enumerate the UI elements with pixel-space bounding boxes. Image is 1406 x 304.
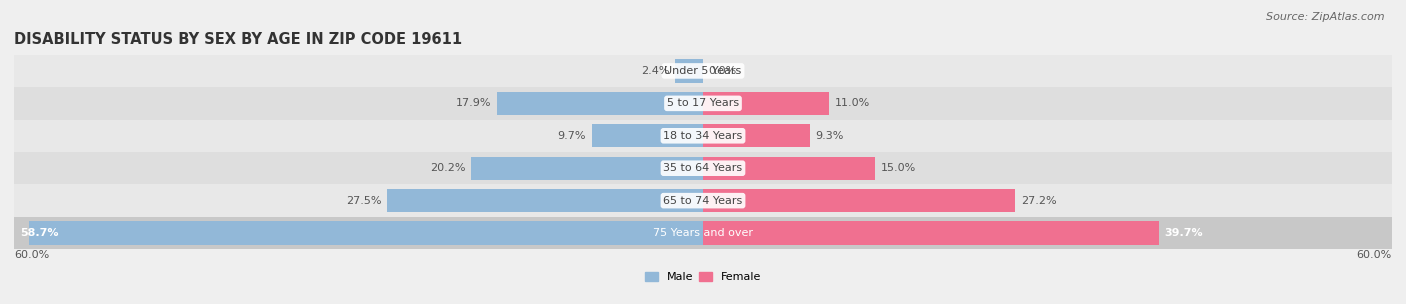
Bar xyxy=(14,152,1392,185)
Text: 11.0%: 11.0% xyxy=(835,98,870,108)
Bar xyxy=(703,92,830,115)
Bar xyxy=(498,92,703,115)
Text: 60.0%: 60.0% xyxy=(14,250,49,260)
Bar xyxy=(14,55,1392,87)
Text: 65 to 74 Years: 65 to 74 Years xyxy=(664,196,742,206)
Text: 9.3%: 9.3% xyxy=(815,131,844,141)
Bar xyxy=(14,185,1392,217)
Text: 9.7%: 9.7% xyxy=(557,131,586,141)
Bar xyxy=(14,217,1392,249)
Bar xyxy=(703,221,1159,245)
Text: 27.5%: 27.5% xyxy=(346,196,381,206)
Bar xyxy=(14,119,1392,152)
Text: 35 to 64 Years: 35 to 64 Years xyxy=(664,163,742,173)
Bar xyxy=(592,124,703,147)
Text: Source: ZipAtlas.com: Source: ZipAtlas.com xyxy=(1267,12,1385,22)
Bar xyxy=(703,157,875,180)
Text: 39.7%: 39.7% xyxy=(1164,228,1204,238)
Bar xyxy=(30,221,703,245)
Text: 20.2%: 20.2% xyxy=(430,163,465,173)
Legend: Male, Female: Male, Female xyxy=(640,267,766,287)
Bar xyxy=(387,189,703,212)
Text: Under 5 Years: Under 5 Years xyxy=(665,66,741,76)
Text: 75 Years and over: 75 Years and over xyxy=(652,228,754,238)
Bar xyxy=(675,59,703,83)
Text: 5 to 17 Years: 5 to 17 Years xyxy=(666,98,740,108)
Text: 58.7%: 58.7% xyxy=(20,228,58,238)
Text: DISABILITY STATUS BY SEX BY AGE IN ZIP CODE 19611: DISABILITY STATUS BY SEX BY AGE IN ZIP C… xyxy=(14,32,463,47)
Text: 0.0%: 0.0% xyxy=(709,66,737,76)
Text: 2.4%: 2.4% xyxy=(641,66,669,76)
Text: 27.2%: 27.2% xyxy=(1021,196,1057,206)
Text: 15.0%: 15.0% xyxy=(882,163,917,173)
Text: 17.9%: 17.9% xyxy=(456,98,492,108)
Bar xyxy=(703,189,1015,212)
Text: 60.0%: 60.0% xyxy=(1357,250,1392,260)
Bar xyxy=(703,124,810,147)
Bar xyxy=(14,87,1392,119)
Bar xyxy=(471,157,703,180)
Text: 18 to 34 Years: 18 to 34 Years xyxy=(664,131,742,141)
